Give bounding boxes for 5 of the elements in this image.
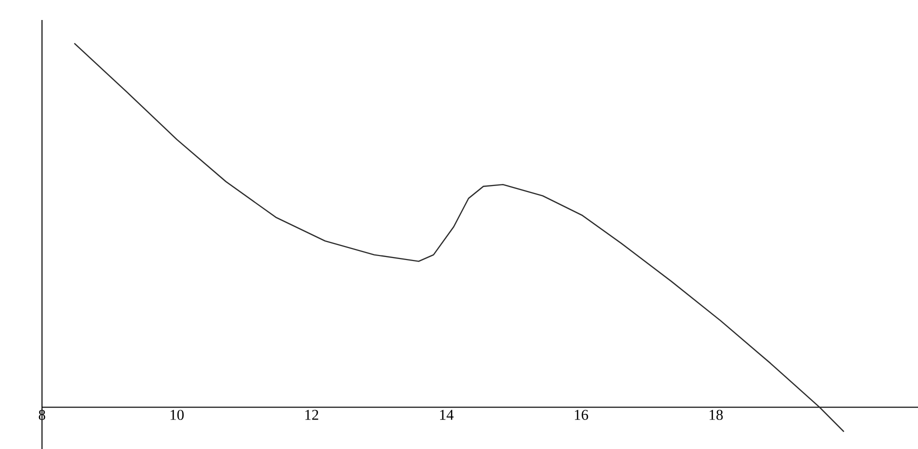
- x-tick-label: 12: [305, 410, 318, 420]
- x-tick-label: 14: [440, 410, 454, 420]
- x-tick-label: 10: [170, 410, 184, 420]
- x-tick-label: 16: [574, 410, 588, 420]
- x-tick-label: 18: [710, 410, 723, 420]
